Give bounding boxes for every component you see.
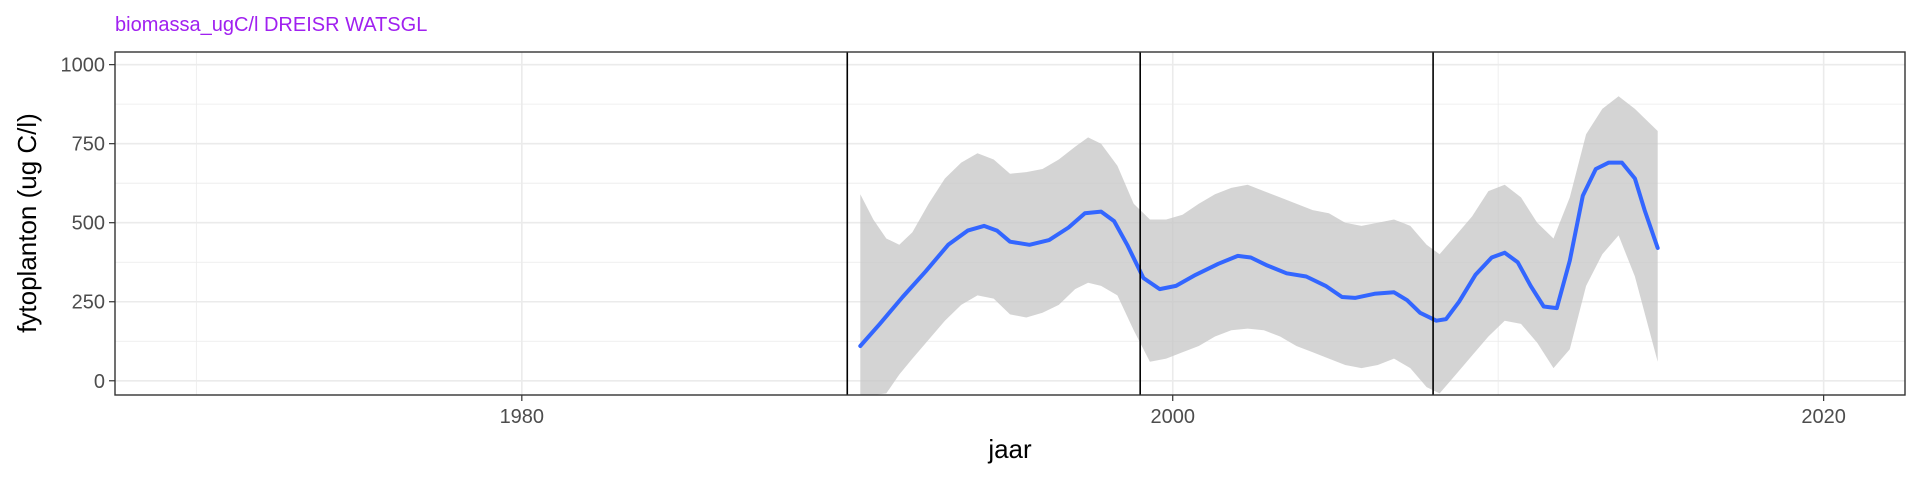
y-tick-label: 0 — [94, 371, 105, 393]
series-line — [858, 160, 1660, 348]
x-tick-label: 2020 — [1801, 406, 1846, 428]
chart-title: biomassa_ugC/l DREISR WATSGL — [115, 14, 427, 36]
series-line-layer — [858, 160, 1660, 348]
confidence-band — [860, 96, 1658, 396]
confidence-band-layer — [860, 96, 1658, 396]
vertical-lines-layer — [846, 52, 1434, 395]
y-tick-label: 750 — [72, 134, 105, 156]
x-axis-ticks: 1980 2000 2020 — [500, 395, 1846, 428]
x-tick-label: 2000 — [1150, 406, 1195, 428]
y-tick-label: 250 — [72, 292, 105, 314]
x-axis-title: jaar — [987, 434, 1032, 464]
y-tick-label: 500 — [72, 213, 105, 235]
y-tick-label: 1000 — [61, 55, 106, 77]
plot-frame — [114, 51, 1906, 396]
x-tick-label: 1980 — [500, 406, 545, 428]
grid-major — [115, 52, 1905, 395]
y-axis-title: fytoplanton (ug C/l) — [12, 113, 42, 333]
y-axis-ticks: 0 250 500 750 1000 — [61, 55, 115, 393]
